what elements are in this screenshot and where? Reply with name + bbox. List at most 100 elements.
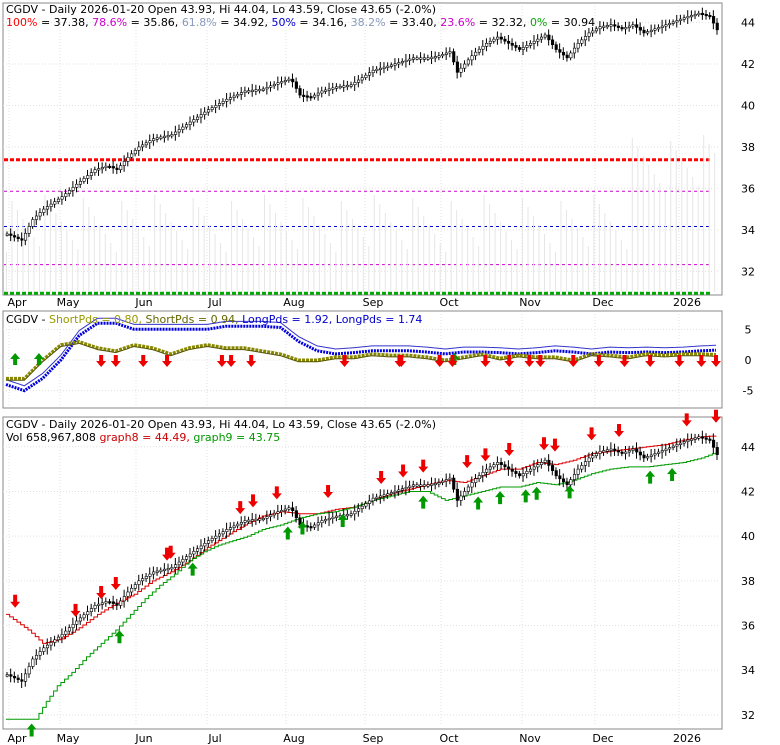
volume-bar bbox=[110, 243, 112, 292]
candle bbox=[188, 553, 192, 557]
oscillator-legend: CGDV - ShortPds = 0.80, ShortPds = 0.94,… bbox=[6, 313, 422, 326]
y-tick-label: 40 bbox=[741, 99, 755, 112]
candle bbox=[148, 140, 152, 144]
candle bbox=[441, 480, 445, 483]
fib-legend-label: 78.6% bbox=[92, 16, 127, 29]
volume-bar bbox=[516, 249, 518, 292]
signal-legend: CGDV - Daily 2026-01-20 Open 43.93, Hi 4… bbox=[6, 418, 436, 431]
candle bbox=[254, 518, 258, 521]
price-panel-frame bbox=[2, 2, 723, 296]
volume-bar bbox=[703, 135, 705, 292]
candle bbox=[708, 438, 712, 441]
volume-bar bbox=[428, 225, 430, 292]
volume-bar bbox=[648, 165, 650, 292]
candle bbox=[404, 487, 408, 490]
buy-arrow bbox=[531, 486, 542, 500]
oscillator-panel-frame bbox=[2, 310, 723, 409]
candle bbox=[583, 461, 588, 466]
candle bbox=[276, 511, 280, 514]
volume-bar bbox=[324, 234, 326, 292]
candle bbox=[155, 137, 159, 140]
sell-arrow bbox=[674, 355, 685, 367]
candle bbox=[642, 454, 646, 459]
candle bbox=[155, 570, 159, 573]
volume-bar bbox=[670, 141, 672, 292]
volume-bar bbox=[598, 204, 600, 292]
candle bbox=[408, 485, 412, 488]
candle bbox=[569, 479, 573, 486]
candle bbox=[93, 169, 97, 173]
sell-arrow bbox=[96, 585, 107, 599]
candle bbox=[572, 47, 577, 54]
volume-bar bbox=[406, 249, 408, 292]
candle bbox=[411, 57, 416, 60]
candle bbox=[627, 450, 631, 453]
candle bbox=[682, 441, 686, 444]
candle bbox=[163, 135, 167, 138]
candle bbox=[353, 510, 357, 515]
buy-arrow bbox=[645, 470, 656, 484]
candle bbox=[368, 72, 372, 76]
candle bbox=[561, 478, 566, 483]
candle bbox=[664, 448, 668, 451]
candle bbox=[42, 208, 46, 213]
candle bbox=[108, 601, 112, 604]
volume-bar bbox=[450, 201, 452, 292]
candle bbox=[320, 90, 324, 94]
volume-bar bbox=[615, 231, 617, 292]
sell-arrow bbox=[246, 355, 257, 367]
volume-bar bbox=[77, 249, 79, 292]
volume-bar bbox=[22, 219, 24, 292]
candle bbox=[649, 454, 653, 457]
candle bbox=[419, 484, 423, 487]
volume-bar bbox=[472, 237, 474, 292]
candle bbox=[64, 630, 68, 635]
candle bbox=[393, 63, 397, 66]
candle bbox=[488, 466, 492, 470]
fib-legend-value: = 35.86, bbox=[127, 16, 182, 29]
candle bbox=[708, 15, 712, 18]
signal-panel: 32 34 36 38 40 42 44 Apr May Jun Jul Aug Sep Oct Nov D… bbox=[2, 409, 755, 745]
buy-arrow bbox=[564, 485, 575, 499]
signal-legend-values: Vol 658,967,808 graph8 = 44.49, graph9 =… bbox=[6, 431, 280, 444]
candle bbox=[444, 479, 448, 482]
candle bbox=[485, 468, 489, 473]
candle bbox=[642, 29, 646, 34]
volume-bar bbox=[60, 222, 62, 292]
volume-bar bbox=[132, 219, 134, 292]
volume-bar bbox=[340, 201, 342, 292]
y-tick-label: 5 bbox=[745, 323, 752, 336]
sell-arrow bbox=[711, 355, 721, 367]
candle bbox=[602, 450, 606, 453]
candle bbox=[53, 639, 57, 643]
volume-bar bbox=[362, 237, 364, 292]
candle bbox=[715, 22, 719, 31]
candle bbox=[221, 101, 225, 104]
candle bbox=[587, 32, 591, 37]
oscillator-panel: 5 0 -5 CGDV - ShortPds = 0.80, ShortPds = … bbox=[2, 310, 753, 409]
sell-arrow bbox=[480, 355, 491, 367]
candle bbox=[133, 584, 137, 589]
candle bbox=[605, 449, 610, 452]
volume-bar bbox=[675, 150, 677, 292]
sell-arrow bbox=[110, 355, 121, 367]
candle bbox=[466, 486, 470, 492]
candle bbox=[594, 28, 599, 32]
candle bbox=[510, 468, 514, 472]
candle bbox=[214, 535, 218, 539]
volume-bar bbox=[664, 192, 666, 292]
volume-bar bbox=[686, 168, 688, 292]
oscillator-legend-item: CGDV - bbox=[6, 313, 49, 326]
candle bbox=[646, 31, 650, 34]
fib-legend-value: = 37.38, bbox=[37, 16, 92, 29]
x-tick-label: Apr bbox=[7, 732, 27, 745]
candle bbox=[122, 596, 126, 602]
candle bbox=[261, 88, 265, 91]
candle bbox=[712, 16, 716, 24]
volume-bar bbox=[538, 225, 540, 292]
candle bbox=[232, 95, 236, 98]
candle bbox=[159, 136, 163, 139]
y-tick-label: 34 bbox=[741, 224, 755, 237]
candle bbox=[302, 94, 306, 97]
candle bbox=[433, 56, 437, 59]
